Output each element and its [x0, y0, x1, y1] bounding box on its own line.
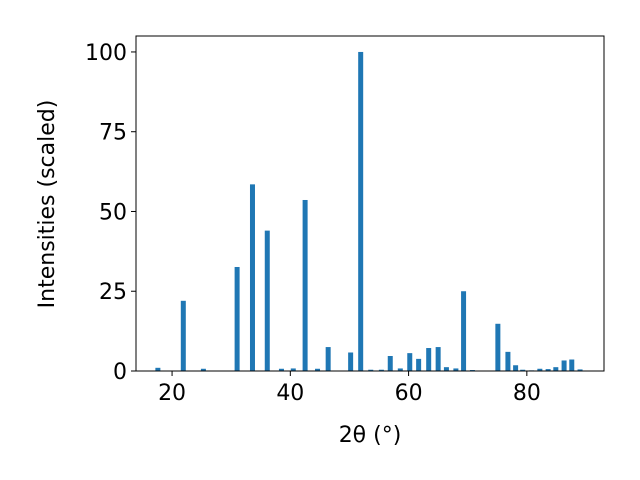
bar — [249, 184, 255, 371]
bar — [368, 369, 374, 371]
bar — [426, 348, 432, 371]
bar — [520, 369, 526, 371]
bar — [513, 365, 519, 371]
x-tick-label: 40 — [276, 381, 304, 406]
y-tick-label: 25 — [99, 280, 127, 305]
bar — [577, 369, 583, 371]
bar — [264, 230, 270, 371]
y-tick-label: 50 — [99, 200, 127, 225]
bar — [561, 360, 567, 371]
bar — [234, 266, 240, 371]
bar — [290, 368, 296, 371]
bar — [505, 351, 511, 371]
bar — [278, 368, 284, 371]
bar — [495, 323, 501, 371]
bar — [416, 358, 422, 371]
bar — [180, 300, 186, 371]
y-tick-label: 0 — [113, 360, 127, 385]
x-axis-label: 2θ (°) — [339, 423, 402, 448]
y-tick-label: 75 — [99, 121, 127, 146]
bar — [537, 368, 543, 371]
bar — [461, 291, 467, 371]
bar — [569, 359, 575, 371]
bar — [378, 369, 384, 371]
bar — [443, 367, 449, 371]
bar — [302, 199, 308, 371]
bar — [397, 368, 403, 371]
bar — [358, 51, 364, 371]
bar — [553, 367, 559, 371]
x-tick-label: 80 — [513, 381, 541, 406]
plot-frame — [135, 35, 605, 372]
bar — [387, 356, 393, 371]
bar — [453, 368, 459, 371]
bar — [315, 368, 321, 371]
bar — [155, 367, 161, 371]
x-tick-label: 20 — [158, 381, 186, 406]
y-tick-label: 100 — [85, 41, 127, 66]
bar — [407, 353, 413, 371]
bar — [435, 347, 441, 371]
x-tick-label: 60 — [395, 381, 423, 406]
y-axis-label: Intensities (scaled) — [35, 100, 60, 309]
bar — [325, 347, 331, 371]
bar — [348, 352, 354, 371]
bar — [545, 369, 551, 371]
bar — [200, 368, 206, 371]
